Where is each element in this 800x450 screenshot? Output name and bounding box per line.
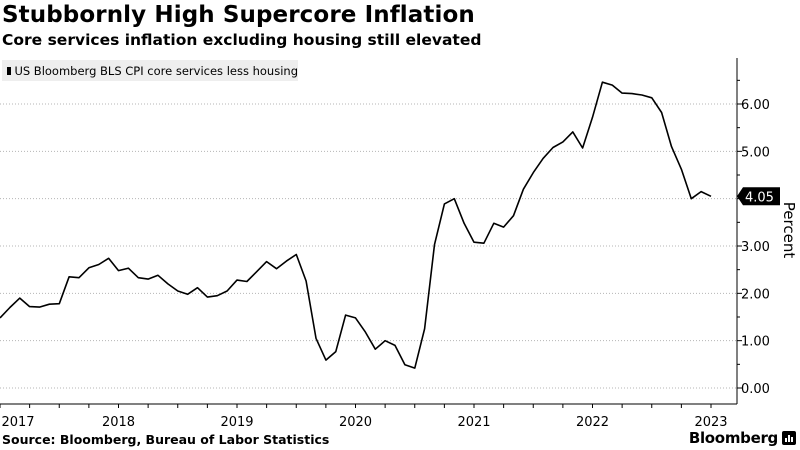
- x-tick-label: 2022: [576, 415, 609, 430]
- gridlines: [0, 103, 737, 389]
- y-tick-label: 0.00: [741, 382, 770, 397]
- last-value-label: 4.05: [737, 187, 780, 206]
- series-line: [0, 81, 712, 369]
- series-lines: [0, 81, 712, 369]
- y-tick-label: 1.00: [741, 335, 770, 350]
- x-tick-label: 2017: [1, 415, 34, 430]
- x-tick-label: 2018: [102, 415, 135, 430]
- y-tick-label: 2.00: [741, 287, 770, 302]
- x-tick-label: 2020: [339, 415, 372, 430]
- x-tick-label: 2021: [457, 415, 490, 430]
- y-tick-label: 3.00: [741, 240, 770, 255]
- x-tick-label: 2023: [694, 415, 727, 430]
- legend: US Bloomberg BLS CPI core services less …: [2, 60, 298, 81]
- axes: [0, 58, 742, 408]
- chart-title: Stubbornly High Supercore Inflation: [2, 2, 475, 28]
- legend-label: US Bloomberg BLS CPI core services less …: [14, 63, 298, 78]
- y-axis-title: Percent: [780, 202, 798, 259]
- brand-logo: Bloomberg: [688, 429, 778, 447]
- y-tick-label: 5.00: [741, 145, 770, 160]
- bar-chart-icon: [782, 431, 796, 445]
- y-tick-label: 6.00: [741, 98, 770, 113]
- chart-subtitle: Core services inflation excluding housin…: [2, 31, 482, 49]
- legend-swatch: [7, 66, 12, 75]
- tick-labels: 0.001.002.003.004.005.006.00201720182019…: [1, 98, 798, 430]
- source-note: Source: Bloomberg, Bureau of Labor Stati…: [2, 432, 330, 447]
- last-value-text: 4.05: [745, 190, 774, 205]
- x-tick-label: 2019: [220, 415, 253, 430]
